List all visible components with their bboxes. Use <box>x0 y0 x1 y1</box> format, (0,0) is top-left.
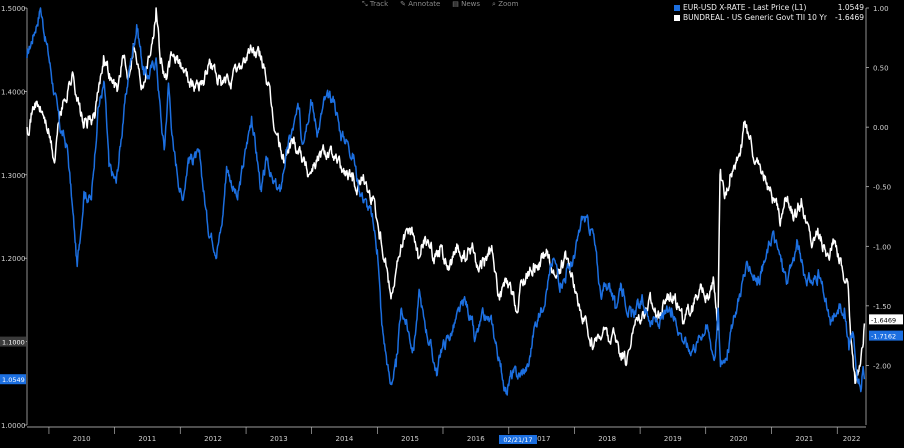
left-tick-label-3: 1.3000 <box>1 172 26 180</box>
date-marker-box <box>498 435 537 444</box>
toolbar-news-label: News <box>461 0 481 8</box>
x-tick-label-8: 2018 <box>598 435 616 443</box>
chart-toolbar: ⤡ Track ✎ Annotate ▤ News ⌕ Zoom <box>362 0 518 10</box>
left-tick-label-5: 1.5000 <box>1 5 26 13</box>
toolbar-annotate-label: Annotate <box>408 0 441 8</box>
legend-value-bund: -1.6469 <box>835 13 864 22</box>
toolbar-track-button[interactable]: ⤡ Track <box>362 0 388 10</box>
right-tick-label-0: 1.00 <box>873 5 889 13</box>
bund-series-line <box>26 7 866 385</box>
right-tick-label-1: 0.50 <box>873 65 889 73</box>
x-tick-label-3: 2013 <box>270 435 288 443</box>
left-value-marker-box-1 <box>0 374 26 385</box>
x-tick-label-12: 2022 <box>843 435 861 443</box>
x-tick-label-2: 2012 <box>204 435 222 443</box>
right-tick-label-5: -1.50 <box>873 303 891 311</box>
left-value-marker-0: 1.1000 <box>2 339 25 347</box>
legend-swatch-eurusd <box>674 5 680 11</box>
x-tick-label-4: 2014 <box>336 435 354 443</box>
track-icon: ⤡ <box>362 0 370 8</box>
x-tick-label-6: 2016 <box>467 435 485 443</box>
right-value-marker-box-0 <box>869 314 903 325</box>
right-value-marker-1: -1.7162 <box>871 333 896 341</box>
x-tick-label-10: 2020 <box>730 435 748 443</box>
left-tick-label-2: 1.2000 <box>1 255 26 263</box>
x-tick-label-0: 2010 <box>73 435 91 443</box>
news-icon: ▤ <box>452 0 462 8</box>
zoom-icon: ⌕ <box>492 0 499 8</box>
toolbar-zoom-label: Zoom <box>498 0 519 8</box>
left-tick-label-4: 1.4000 <box>1 88 26 96</box>
right-tick-label-6: -2.00 <box>873 362 891 370</box>
legend-label-eurusd: EUR-USD X-RATE - Last Price (L1) <box>683 3 807 12</box>
right-tick-label-3: -0.50 <box>873 184 891 192</box>
annotate-icon: ✎ <box>400 0 409 8</box>
toolbar-annotate-button[interactable]: ✎ Annotate <box>400 0 440 10</box>
legend-value-eurusd: 1.0549 <box>837 3 864 12</box>
toolbar-zoom-button[interactable]: ⌕ Zoom <box>492 0 518 10</box>
right-value-marker-box-1 <box>869 330 903 341</box>
legend-item-bund[interactable]: BUNDREAL - US Generic Govt TII 10 Yr (R1… <box>674 13 864 23</box>
left-value-marker-box-0 <box>0 336 26 347</box>
x-tick-label-11: 2021 <box>795 435 813 443</box>
eurusd-series-line <box>26 7 866 396</box>
date-marker-label: 02/21/17 <box>503 436 532 444</box>
right-value-marker-0: -1.6469 <box>871 316 896 324</box>
chart-legend: EUR-USD X-RATE - Last Price (L1) 1.0549 … <box>674 3 864 23</box>
legend-swatch-bund <box>674 15 680 21</box>
legend-item-eurusd[interactable]: EUR-USD X-RATE - Last Price (L1) 1.0549 <box>674 3 864 13</box>
right-tick-label-4: -1.00 <box>873 243 891 251</box>
left-value-marker-1: 1.0549 <box>2 376 25 384</box>
x-tick-label-9: 2019 <box>664 435 682 443</box>
right-tick-label-2: 0.00 <box>873 124 889 132</box>
toolbar-track-label: Track <box>369 0 389 8</box>
toolbar-news-button[interactable]: ▤ News <box>452 0 480 10</box>
legend-label-bund: BUNDREAL - US Generic Govt TII 10 Yr (R1… <box>683 13 830 22</box>
left-tick-label-0: 1.0000 <box>1 422 26 430</box>
x-tick-label-1: 2011 <box>138 435 156 443</box>
x-tick-label-5: 2015 <box>401 435 419 443</box>
x-tick-label-7: 2017 <box>533 435 551 443</box>
